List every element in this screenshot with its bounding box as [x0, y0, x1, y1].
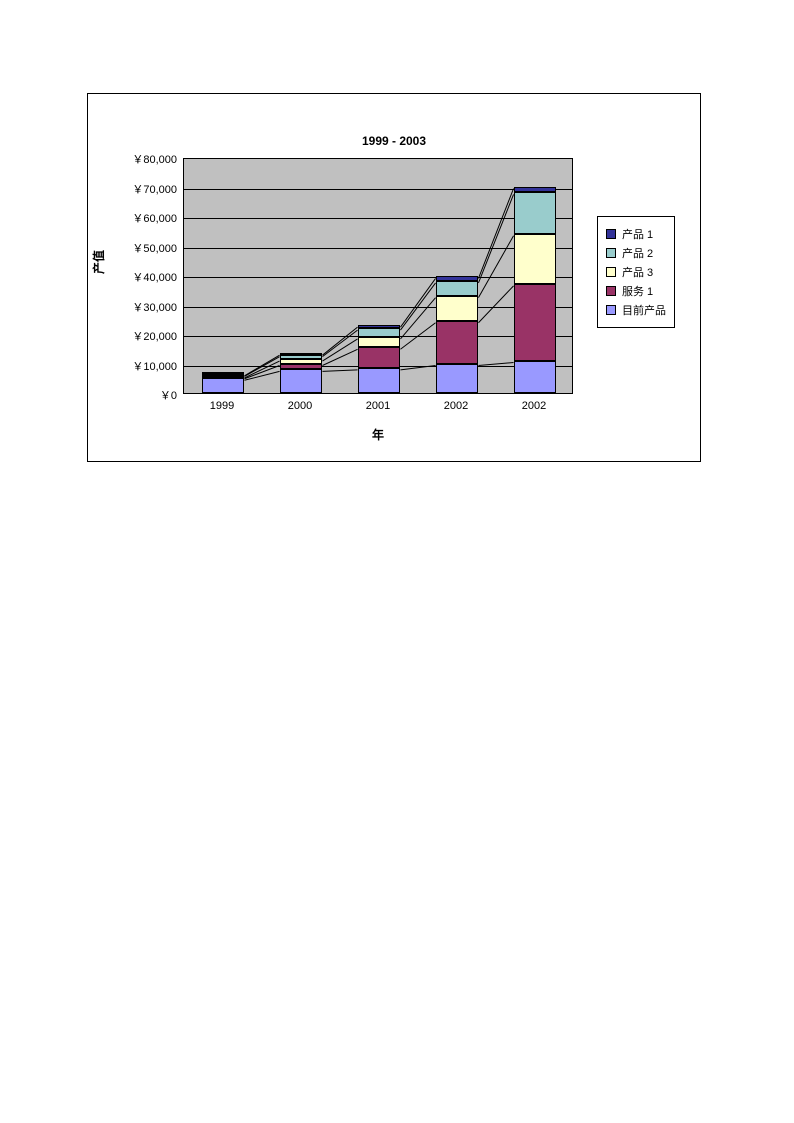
legend-label: 目前产品	[622, 302, 666, 318]
legend-swatch	[606, 267, 616, 277]
y-tick-label: ￥40,000	[127, 269, 177, 285]
bar-segment	[358, 347, 401, 368]
bar-segment	[436, 364, 479, 394]
y-tick-label: ￥30,000	[127, 299, 177, 315]
bar-stack	[514, 187, 557, 394]
bar-segment	[358, 328, 401, 337]
bar-segment	[280, 369, 323, 393]
bar-stack	[358, 325, 401, 393]
bar-segment	[436, 321, 479, 364]
y-tick-label: ￥60,000	[127, 210, 177, 226]
x-tick-label: 2001	[348, 400, 408, 412]
x-tick-label: 2002	[504, 400, 564, 412]
y-tick-label: ￥20,000	[127, 328, 177, 344]
x-axis-title: 年	[183, 426, 573, 443]
y-tick-label: ￥80,000	[127, 151, 177, 167]
chart-title: 1999 - 2003	[88, 134, 700, 148]
legend-item: 目前产品	[606, 302, 666, 318]
page: 1999 - 2003 产值 ￥0 ￥10,000 ￥20,000 ￥30,000 ￥4…	[0, 0, 794, 1123]
bar-segment	[436, 276, 479, 280]
legend-item: 产品 3	[606, 264, 666, 280]
y-tick-label: ￥10,000	[127, 358, 177, 374]
bar-segment	[280, 353, 323, 355]
bar-segment	[514, 192, 557, 233]
chart-panel: 1999 - 2003 产值 ￥0 ￥10,000 ￥20,000 ￥30,000 ￥4…	[87, 93, 701, 462]
bar-segment	[436, 281, 479, 296]
bar-segment	[280, 355, 323, 359]
legend-label: 服务 1	[622, 283, 653, 299]
bar-segment	[514, 361, 557, 393]
bar-segment	[202, 372, 245, 374]
bar-segment	[436, 296, 479, 321]
bar-segment	[514, 234, 557, 284]
bar-segment	[280, 359, 323, 363]
legend-swatch	[606, 248, 616, 258]
legend: 产品 1 产品 2 产品 3 服务 1 目前产品	[597, 216, 675, 328]
legend-label: 产品 3	[622, 264, 653, 280]
y-tick-label: ￥70,000	[127, 181, 177, 197]
bar-segment	[280, 364, 323, 370]
legend-item: 服务 1	[606, 283, 666, 299]
bar-segment	[358, 368, 401, 393]
x-tick-label: 2000	[270, 400, 330, 412]
bar-segment	[202, 378, 245, 393]
y-tick-label: ￥50,000	[127, 240, 177, 256]
legend-swatch	[606, 229, 616, 239]
y-axis-title: 产值	[90, 250, 107, 274]
x-tick-label: 1999	[192, 400, 252, 412]
legend-swatch	[606, 286, 616, 296]
bar-stack	[202, 374, 245, 393]
legend-swatch	[606, 305, 616, 315]
bar-stack	[280, 353, 323, 393]
bar-segment	[514, 187, 557, 193]
legend-label: 产品 2	[622, 245, 653, 261]
legend-item: 产品 2	[606, 245, 666, 261]
bar-stack	[436, 276, 479, 393]
x-tick-label: 2002	[426, 400, 486, 412]
bar-segment	[514, 284, 557, 361]
y-tick-label: ￥0	[127, 387, 177, 403]
plot-area	[183, 158, 573, 394]
legend-label: 产品 1	[622, 226, 653, 242]
legend-item: 产品 1	[606, 226, 666, 242]
bar-segment	[358, 337, 401, 347]
bar-segment	[358, 325, 401, 328]
